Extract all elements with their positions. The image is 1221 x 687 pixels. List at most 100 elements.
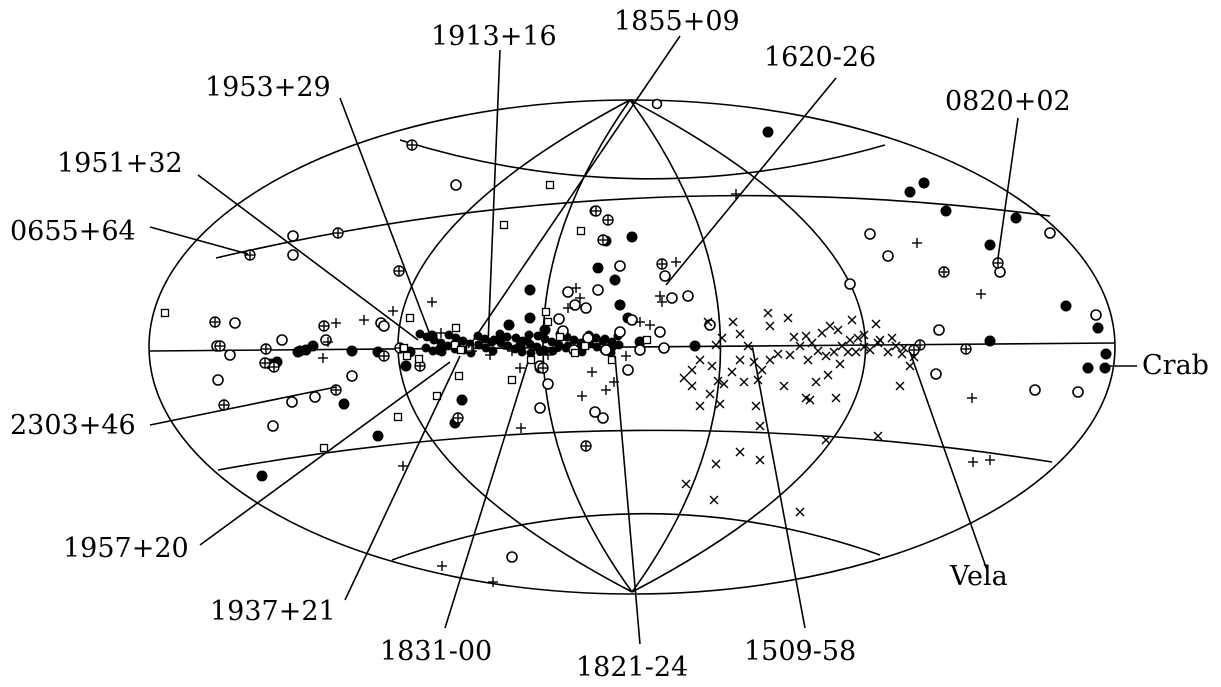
pulsar-marker [415,329,425,339]
pulsar-marker-open [651,98,663,110]
pulsar-marker-square [454,371,464,381]
pulsar-marker-filled [689,340,701,352]
pulsar-marker-open [534,402,546,414]
pulsar-marker-cross [749,357,759,367]
leader-line-1821 [614,355,641,645]
pulsar-marker-filled [1060,300,1072,312]
pulsar-marker-cross [707,361,717,371]
pulsar-marker-square [642,335,652,345]
pulsar-marker-filled [614,299,626,311]
pulsar-marker-cross [829,347,839,357]
pulsar-marker-cross [735,329,745,339]
longitude-line [629,99,722,593]
pulsar-marker-cross [735,355,745,365]
pulsar-marker-cross [909,352,919,362]
label-vela: Vela [949,561,1008,592]
pulsar-marker-filled [554,344,562,352]
pulsar-marker-cross [891,341,901,351]
pulsar-marker-cross [821,435,831,445]
latitude-line [399,139,886,180]
pulsar-marker-filled [1100,348,1112,360]
pulsar-marker [488,346,498,356]
pulsar-marker-open [666,292,678,304]
pulsar-marker-cross [711,340,721,350]
pulsar-marker-filled [1092,322,1104,334]
pulsar-marker-cross [851,347,861,357]
pulsar-marker-cross [727,367,737,377]
pulsar-marker-cross [795,507,805,517]
pulsar-marker-cross [905,361,915,371]
pulsar-marker-cross [757,365,767,375]
pulsar-marker-open [309,391,321,403]
pulsar-marker-open [562,286,574,298]
label-1855-09: 1855+09 [614,6,740,37]
pulsar-marker [503,341,513,351]
pulsar-marker-open [276,334,288,346]
latitude-line [217,429,1053,471]
pulsar-marker-cross [755,421,765,431]
pulsar-marker-filled [516,337,524,345]
pulsar-marker-filled [984,239,996,251]
pulsar-marker-open [378,320,390,332]
pulsar-marker-open [1072,386,1084,398]
pulsar-marker-filled [292,346,304,358]
pulsar-marker-open [930,368,942,380]
pulsar-marker-open [597,412,609,424]
pulsar-marker-open [287,249,299,261]
pulsar-marker-cross [739,377,749,387]
label-1951-32: 1951+32 [57,148,183,179]
pulsar-marker-cross [899,343,909,353]
pulsar-marker-cross [801,393,811,403]
pulsar-marker-open [287,230,299,242]
pulsar-marker-cross [705,389,715,399]
label-1821-24: 1821-24 [576,652,688,683]
pulsar-marker-open [600,344,612,356]
pulsar-marker [481,343,491,353]
pulsar-marker-cross [817,328,827,338]
pulsar-marker-filled [372,430,384,442]
pulsar-marker-square [405,313,415,323]
label-1620-26: 1620-26 [764,42,876,73]
pulsar-marker-open [582,332,594,344]
label-0655-64: 0655+64 [10,216,136,247]
leader-line-0820 [997,117,1019,259]
pulsar-marker-open [614,326,626,338]
pulsar-marker-open [286,396,298,408]
leader-lines [149,35,1137,645]
pulsar-marker-filled [503,319,515,331]
pulsar-marker-filled [524,312,536,324]
pulsar-marker-cross [813,346,823,356]
pulsar-marker-filled [456,394,468,406]
pulsar-marker-filled [434,344,446,356]
pulsar-marker-open [346,370,358,382]
leader-line-1620 [665,77,837,286]
pulsar-marker-open [506,551,518,563]
pulsar-marker-cross [895,381,905,391]
source-labels: 1855+09 1913+16 1620-26 1953+29 0820+02 … [10,6,1209,683]
leader-line-1855 [467,35,681,349]
pulsar-marker-cross [845,335,855,345]
pulsar-marker-open [553,313,565,325]
latitude-line [215,194,1051,259]
pulsar-marker-filled [940,205,952,217]
pulsar-marker-open [654,326,666,338]
pulsar-marker [569,335,579,345]
pulsar-marker [458,336,468,346]
pulsar-marker-open [634,344,646,356]
label-1509-58: 1509-58 [744,636,856,667]
leader-line-1953 [339,97,433,341]
pulsar-marker [591,333,601,343]
pulsar-marker-cross [751,401,761,411]
pulsar-marker-filled [536,348,544,356]
pulsar-marker-cross [765,355,775,365]
pulsar-marker [592,342,602,352]
pulsar-marker-cross [847,315,857,325]
pulsar-marker-square [160,308,170,318]
pulsar-marker-open [580,302,592,314]
pulsar-marker-cross [679,373,689,383]
pulsar-marker-square [507,375,517,385]
pulsar-marker-cross [835,359,845,369]
pulsar-marker-cross [801,331,811,341]
pulsar-marker-cross [807,338,817,348]
